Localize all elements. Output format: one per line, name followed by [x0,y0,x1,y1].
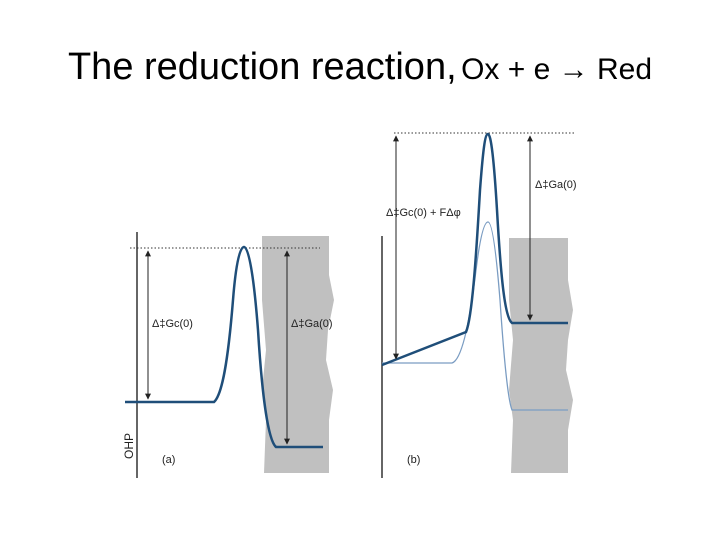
panel-b-shaded-region [509,238,573,473]
panel-b-barrier-label-right: Δ‡Ga(0) [535,179,577,191]
slide-title: The reduction reaction, Ox + e → Red [0,46,720,89]
panel-a-barrier-label-left: Δ‡Gc(0) [152,318,193,330]
panel-a-ohp-label: OHP [122,433,136,459]
panel-b-barrier-label-left: Δ‡Gc(0) + FΔφ [386,207,461,219]
panel-a-shaded-region [262,236,334,473]
slide-title-equation: Ox + e → Red [461,53,653,86]
panel-a: Δ‡Gc(0) Δ‡Ga(0) OHP (a) [122,232,334,478]
panel-b-energy-curve [381,132,568,367]
panel-a-energy-curve [125,245,323,449]
panel-a-label: (a) [162,454,175,466]
panel-b-label: (b) [407,454,420,466]
panel-b: Δ‡Gc(0) + FΔφ Δ‡Ga(0) (b) [381,132,577,478]
slide-title-main: The reduction reaction, [67,46,457,88]
panel-a-barrier-label-right: Δ‡Ga(0) [291,318,333,330]
